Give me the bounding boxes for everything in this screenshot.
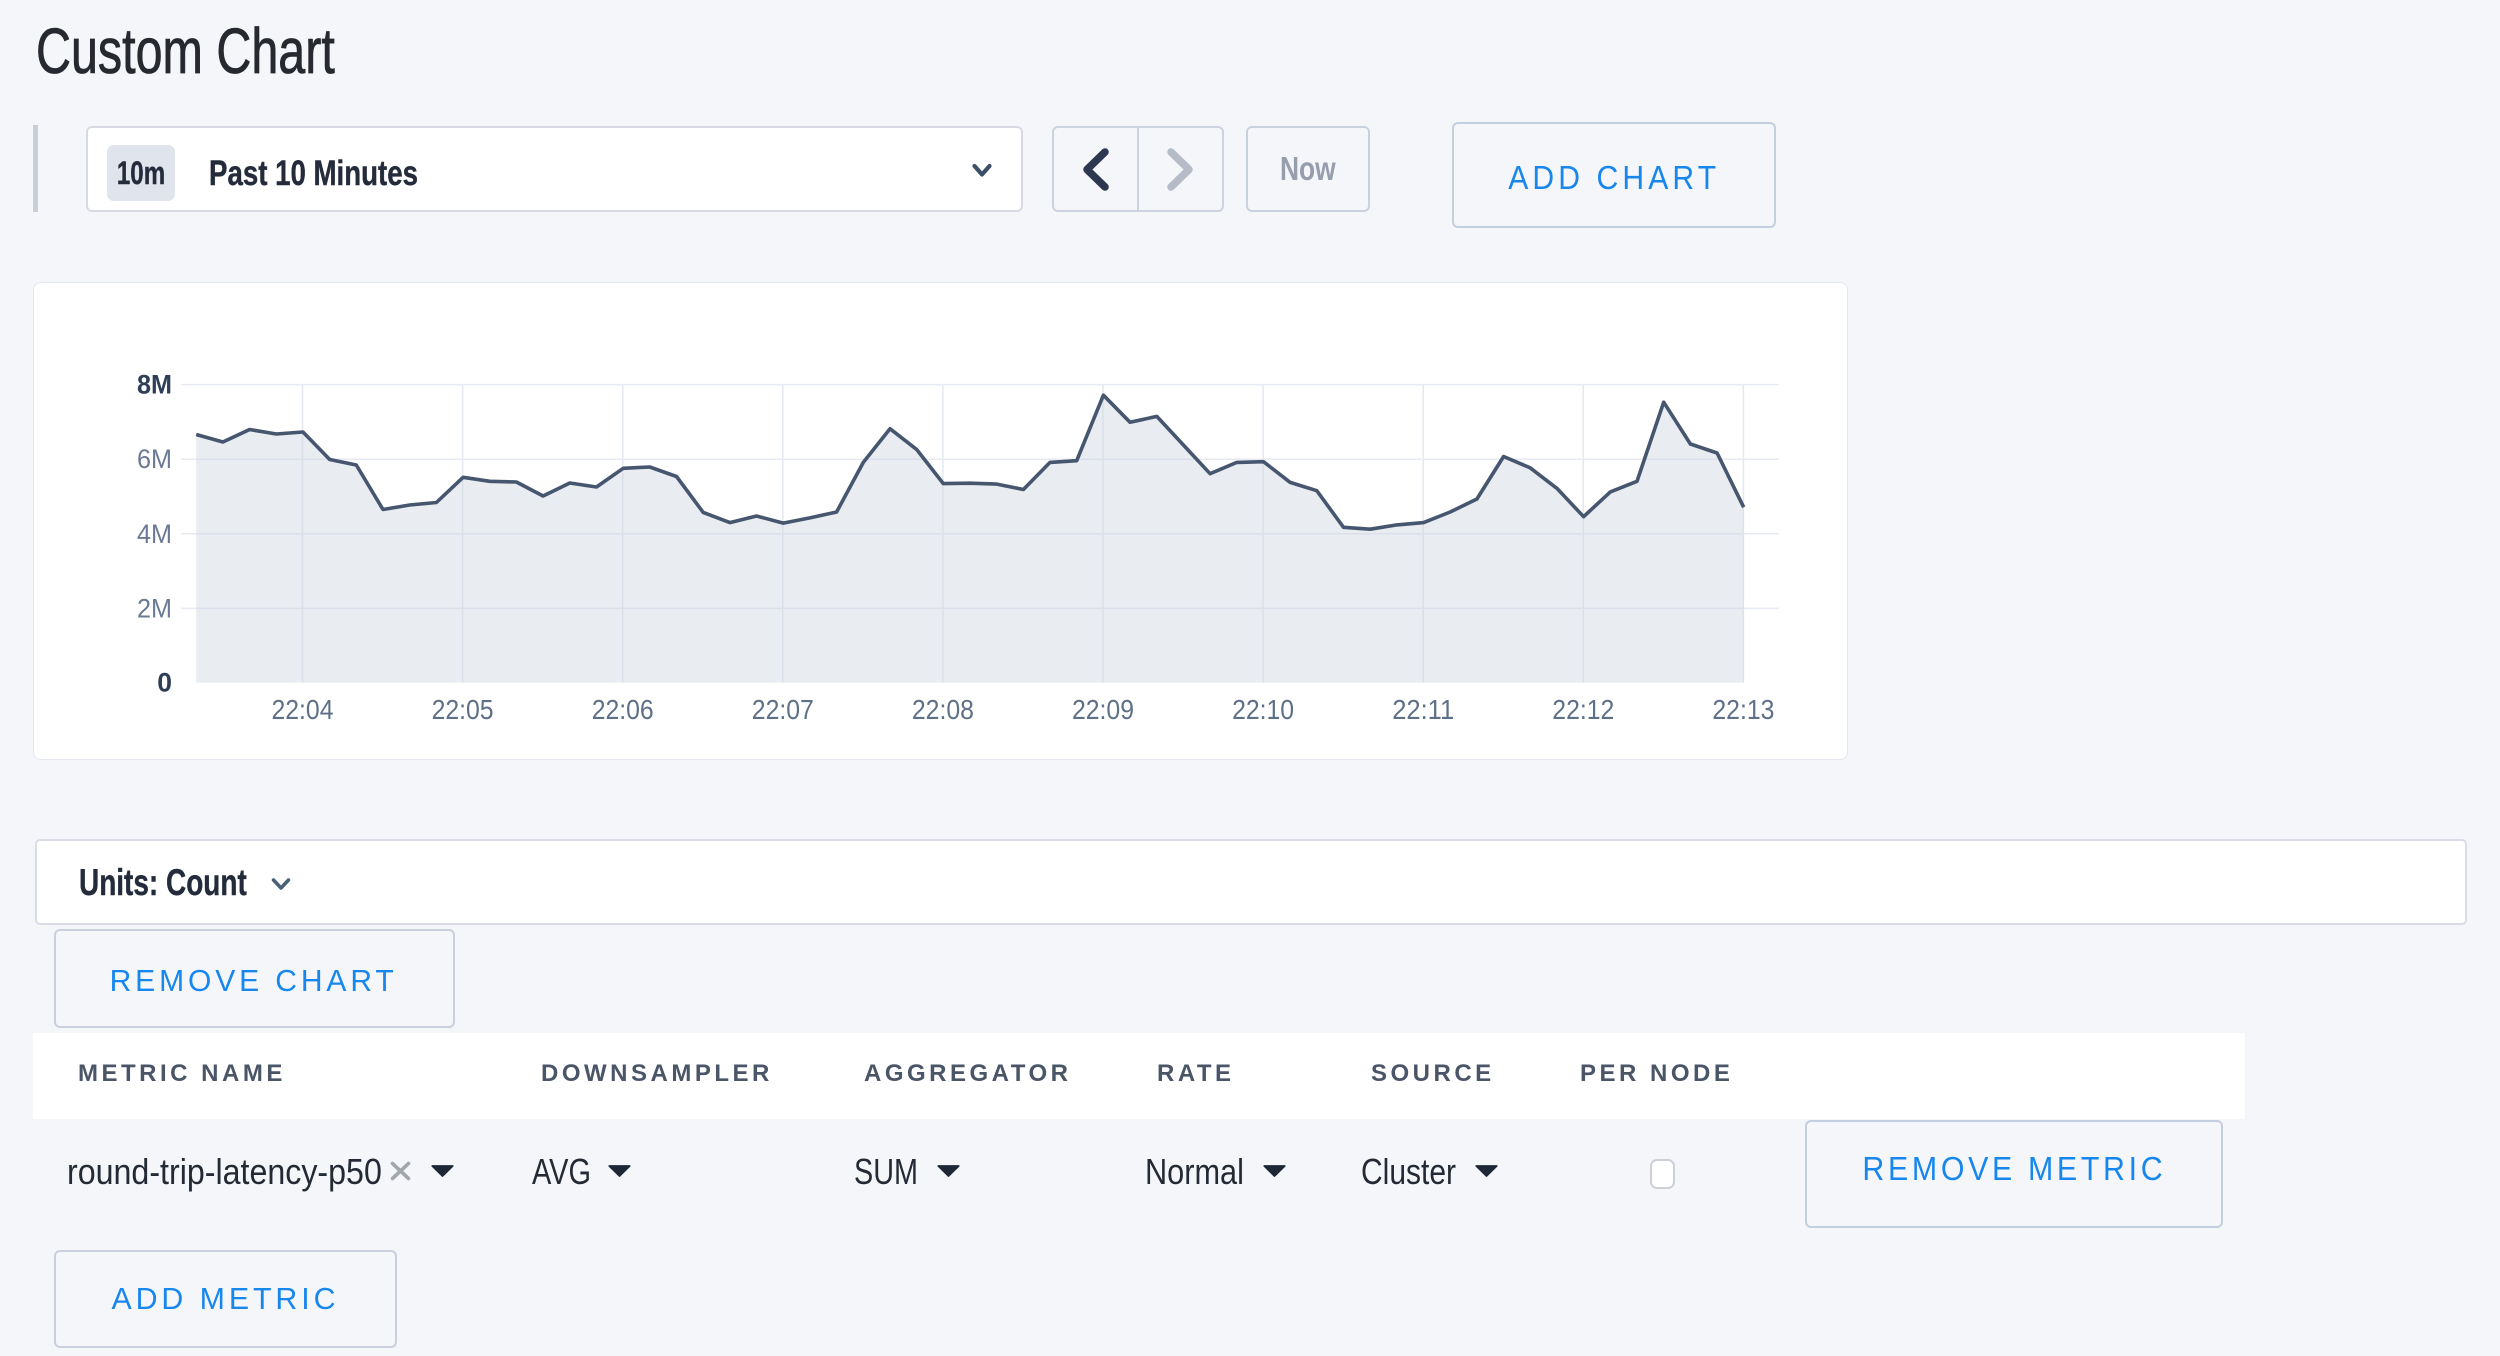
svg-text:22:05: 22:05: [432, 694, 494, 725]
svg-text:0: 0: [157, 668, 172, 698]
svg-text:22:11: 22:11: [1392, 694, 1454, 725]
svg-text:4M: 4M: [137, 519, 172, 549]
svg-text:22:13: 22:13: [1712, 694, 1774, 725]
svg-text:22:10: 22:10: [1232, 694, 1294, 725]
svg-text:22:07: 22:07: [752, 694, 814, 725]
svg-text:22:09: 22:09: [1072, 694, 1134, 725]
svg-text:22:12: 22:12: [1552, 694, 1614, 725]
svg-text:22:06: 22:06: [592, 694, 654, 725]
svg-text:8M: 8M: [137, 370, 172, 400]
svg-text:22:08: 22:08: [912, 694, 974, 725]
svg-text:2M: 2M: [137, 593, 172, 623]
svg-text:22:04: 22:04: [272, 694, 334, 725]
svg-text:6M: 6M: [137, 444, 172, 474]
